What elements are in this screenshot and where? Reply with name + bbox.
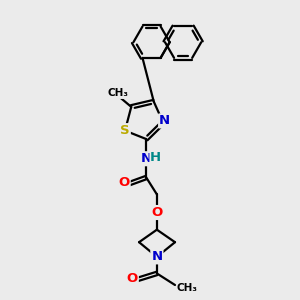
Text: O: O <box>151 206 163 219</box>
Text: H: H <box>150 151 161 164</box>
Text: N: N <box>151 250 162 263</box>
Text: N: N <box>141 152 152 165</box>
Text: S: S <box>120 124 130 137</box>
Text: CH₃: CH₃ <box>107 88 128 98</box>
Text: O: O <box>118 176 130 189</box>
Text: N: N <box>159 114 170 128</box>
Text: O: O <box>127 272 138 285</box>
Text: CH₃: CH₃ <box>177 283 198 293</box>
